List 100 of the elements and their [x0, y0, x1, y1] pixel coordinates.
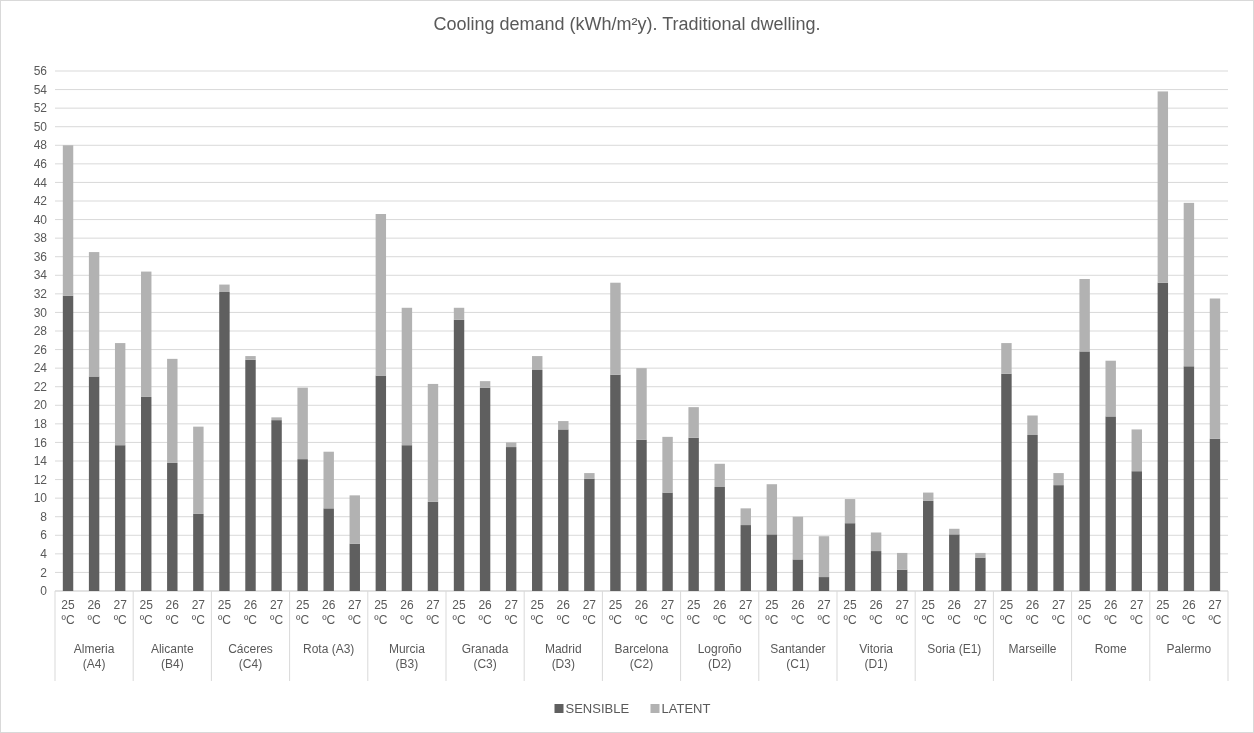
text: Almeria (A4) — [73, 642, 115, 671]
bar — [923, 500, 934, 591]
bar — [1079, 279, 1090, 352]
y-tick-label: 28 — [33, 324, 48, 339]
x-tick-label: 26 ºC — [1182, 598, 1196, 627]
bar — [766, 484, 778, 535]
x-tick-label: 26 ºC — [322, 598, 336, 627]
x-tick-label: 25 ºC — [1077, 598, 1092, 627]
bar — [1053, 473, 1064, 486]
bar — [1183, 366, 1195, 591]
bar — [740, 508, 751, 526]
bar — [636, 368, 647, 440]
x-tick-label: 27 ºC — [426, 598, 440, 627]
bar — [662, 492, 673, 591]
text: Rota (A3) — [303, 642, 355, 656]
bar — [323, 508, 334, 591]
bar — [1209, 298, 1221, 439]
x-tick-label: 27 ºC — [895, 598, 910, 627]
x-tick-label: 27 ºC — [269, 598, 284, 627]
y-tick-label: 12 — [33, 472, 48, 487]
bar — [1105, 416, 1116, 591]
bar — [584, 473, 595, 479]
bar — [193, 426, 204, 514]
x-tick-label: 27 ºC — [348, 598, 362, 627]
bar — [1131, 429, 1142, 472]
bar — [219, 284, 230, 292]
bar — [792, 559, 804, 591]
bar — [818, 577, 830, 591]
bar — [167, 358, 178, 463]
bar — [949, 528, 960, 535]
bar — [427, 383, 439, 502]
x-tick-label: 27 ºC — [817, 598, 831, 627]
x-tick-label: 25 ºC — [999, 598, 1014, 627]
y-tick-label: 38 — [33, 231, 48, 246]
bar — [844, 523, 856, 591]
x-tick-label: 25 ºC — [1156, 598, 1170, 627]
y-tick-label: 20 — [33, 398, 48, 413]
bar — [427, 501, 439, 591]
x-tick-label: 25 ºC — [921, 598, 936, 627]
x-tick-label: 27 ºC — [113, 598, 128, 627]
bar — [375, 214, 387, 376]
bar — [818, 536, 830, 578]
bar — [1027, 415, 1038, 435]
x-tick-label: 26 ºC — [1025, 598, 1040, 627]
bar — [1053, 485, 1064, 591]
y-tick-label: 26 — [33, 342, 48, 357]
x-tick-label: 26 ºC — [1104, 598, 1118, 627]
y-tick-label: 40 — [33, 212, 48, 227]
x-tick-label: 25 ºC — [452, 598, 467, 627]
bar — [975, 552, 986, 558]
x-tick-label: 27 ºC — [1208, 598, 1222, 627]
x-tick-label: 25 ºC — [686, 598, 701, 627]
bar — [88, 376, 100, 591]
text: Granada (C3) — [461, 642, 509, 671]
bar — [114, 343, 126, 446]
bar — [740, 525, 751, 591]
bar — [558, 429, 569, 591]
bar — [1001, 373, 1012, 591]
bar — [114, 445, 126, 591]
bar — [584, 478, 595, 591]
bar — [714, 487, 725, 591]
bar — [949, 534, 960, 591]
bar — [532, 356, 543, 370]
bar — [271, 420, 282, 591]
bar — [923, 492, 934, 501]
bar — [141, 271, 152, 397]
x-tick-label: 26 ºC — [791, 598, 805, 627]
y-tick-label: 0 — [40, 584, 48, 599]
bar — [1157, 282, 1169, 591]
bar — [766, 534, 778, 591]
text: Palermo — [1166, 642, 1212, 656]
bar — [610, 282, 621, 375]
bar — [245, 359, 256, 591]
y-tick-label: 4 — [40, 547, 48, 562]
bar — [219, 292, 230, 591]
x-tick-label: 27 ºC — [1051, 598, 1066, 627]
bar — [792, 516, 804, 560]
x-tick-label: 27 ºC — [504, 598, 519, 627]
y-tick-label: 54 — [33, 82, 48, 97]
bar — [349, 543, 360, 591]
text: Marseille — [1008, 642, 1057, 656]
y-tick-label: 22 — [33, 379, 48, 394]
text: Barcelona (C2) — [614, 642, 669, 671]
x-tick-label: 25 ºC — [295, 598, 310, 627]
bar — [1105, 360, 1116, 417]
bar — [505, 447, 517, 591]
bar — [975, 557, 986, 591]
bar — [896, 552, 908, 570]
bar — [479, 387, 491, 591]
y-tick-label: 44 — [33, 175, 48, 190]
y-tick-label: 14 — [33, 454, 48, 469]
chart-title: Cooling demand (kWh/m²y). Traditional dwelling. — [433, 14, 821, 34]
y-tick-label: 16 — [33, 435, 48, 450]
bar — [297, 459, 308, 591]
y-tick-label: 42 — [33, 194, 48, 209]
bar — [349, 495, 360, 544]
bar — [62, 145, 74, 296]
x-tick-label: 25 ºC — [608, 598, 623, 627]
bar — [1001, 343, 1012, 374]
bar — [1131, 471, 1142, 591]
